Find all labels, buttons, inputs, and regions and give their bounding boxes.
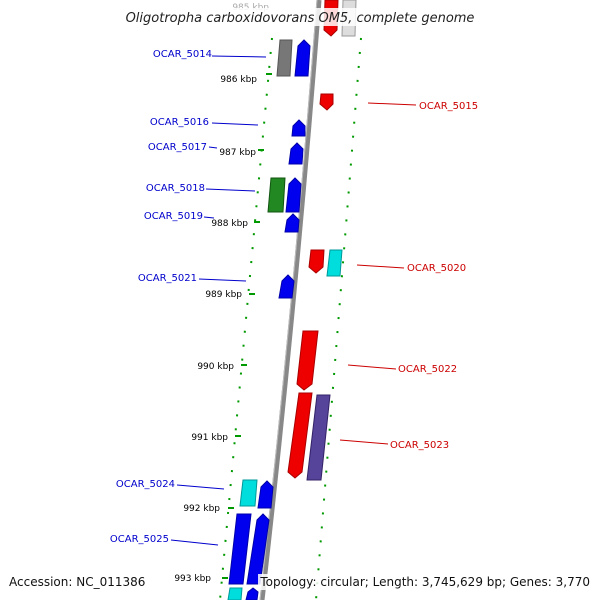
gene-label-ocar-5023[interactable]: OCAR_5023 bbox=[390, 440, 449, 451]
gene-ocar-5017[interactable] bbox=[288, 142, 304, 165]
leader-line bbox=[347, 364, 397, 370]
scale-ticks bbox=[222, 73, 272, 579]
gene-bottom-cyan[interactable] bbox=[227, 587, 243, 601]
gene-ocar-5024-cyan[interactable] bbox=[239, 479, 258, 507]
gene-label-ocar-5025[interactable]: OCAR_5025 bbox=[110, 534, 169, 545]
leader-line bbox=[203, 216, 215, 219]
gene-label-ocar-5024[interactable]: OCAR_5024 bbox=[116, 479, 175, 490]
gene-ocar-5020[interactable] bbox=[308, 249, 325, 274]
leader-line bbox=[211, 122, 259, 126]
gene-label-ocar-5018[interactable]: OCAR_5018 bbox=[146, 183, 205, 194]
leader-line bbox=[339, 439, 389, 445]
gene-ocar-5023[interactable] bbox=[287, 392, 313, 479]
gene-label-ocar-5016[interactable]: OCAR_5016 bbox=[150, 117, 209, 128]
gene-label-ocar-5017[interactable]: OCAR_5017 bbox=[148, 142, 207, 153]
leader-line bbox=[176, 484, 225, 490]
gene-ocar-5016[interactable] bbox=[291, 119, 306, 137]
scale-label: 993 kbp bbox=[174, 574, 211, 584]
gene-ocar-5022[interactable] bbox=[296, 330, 319, 391]
title-backdrop bbox=[112, 8, 492, 26]
gene-ocar-5018[interactable] bbox=[285, 177, 302, 213]
left-strand-genes bbox=[227, 39, 311, 601]
leader-line bbox=[198, 278, 247, 282]
right-track-guide bbox=[315, 37, 362, 601]
gene-ocar-5025-a[interactable] bbox=[228, 513, 252, 585]
leader-line bbox=[205, 188, 256, 192]
gene-ocar-5014[interactable] bbox=[294, 39, 311, 77]
leader-line bbox=[170, 539, 219, 546]
gene-label-ocar-5014[interactable]: OCAR_5014 bbox=[153, 49, 212, 60]
leader-line bbox=[208, 146, 218, 149]
gene-ocar-5018-green[interactable] bbox=[267, 177, 286, 213]
gene-ocar-5021[interactable] bbox=[278, 274, 295, 299]
right-gene-labels: OCAR_5015 OCAR_5020 OCAR_5022 OCAR_5023 bbox=[390, 101, 478, 451]
footer-info-backdrop bbox=[258, 574, 594, 590]
leader-line bbox=[211, 55, 267, 58]
gene-ocar-5019[interactable] bbox=[284, 213, 300, 233]
gene-ocar-5020-cyan[interactable] bbox=[326, 249, 343, 277]
scale-label: 992 kbp bbox=[183, 504, 220, 514]
genome-backbone bbox=[259, 0, 322, 601]
scale-label: 989 kbp bbox=[205, 290, 242, 300]
footer-accession-backdrop bbox=[6, 574, 148, 590]
left-gene-labels: OCAR_5014 OCAR_5016 OCAR_5017 OCAR_5018 … bbox=[110, 49, 212, 545]
scale-label: 987 kbp bbox=[219, 148, 256, 158]
label-leader-lines bbox=[170, 55, 417, 546]
map-title: Oligotropha carboxidovorans OM5, complet… bbox=[126, 11, 475, 26]
gene-label-ocar-5020[interactable]: OCAR_5020 bbox=[407, 263, 466, 274]
gene-label-ocar-5015[interactable]: OCAR_5015 bbox=[419, 101, 478, 112]
leader-line bbox=[367, 102, 417, 106]
gene-label-ocar-5019[interactable]: OCAR_5019 bbox=[144, 211, 203, 222]
gene-ocar-5025-b[interactable] bbox=[246, 513, 270, 585]
track-guides bbox=[219, 37, 362, 601]
leader-line bbox=[356, 264, 405, 269]
genome-backbone-highlight bbox=[259, 0, 318, 601]
accession-text: Accession: NC_011386 bbox=[9, 575, 145, 589]
gene-ocar-5023-purple[interactable] bbox=[306, 394, 331, 481]
gene-bottom-blue[interactable] bbox=[245, 587, 259, 601]
gene-ocar-5024[interactable] bbox=[257, 480, 274, 509]
scale-label: 986 kbp bbox=[220, 75, 257, 85]
genome-info-text: Topology: circular; Length: 3,745,629 bp… bbox=[259, 575, 590, 589]
gene-ocar-5014-gray[interactable] bbox=[276, 39, 293, 77]
gene-label-ocar-5022[interactable]: OCAR_5022 bbox=[398, 364, 457, 375]
gene-ocar-5015[interactable] bbox=[319, 93, 334, 111]
gene-label-ocar-5021[interactable]: OCAR_5021 bbox=[138, 273, 197, 284]
scale-label: 988 kbp bbox=[211, 219, 248, 229]
scale-label: 990 kbp bbox=[197, 362, 234, 372]
scale-label: 991 kbp bbox=[191, 433, 228, 443]
